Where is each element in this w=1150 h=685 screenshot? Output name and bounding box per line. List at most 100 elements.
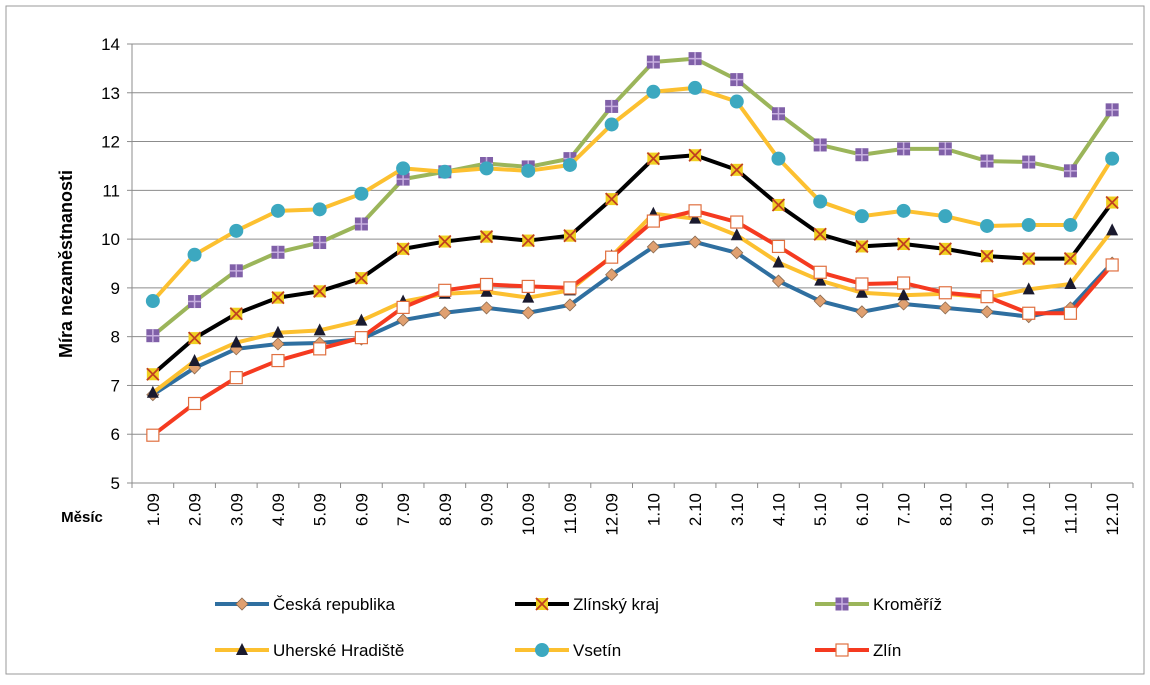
marker [1022,155,1036,169]
x-tick-label: 7.09 [394,493,413,526]
y-tick-label: 6 [111,425,120,444]
marker-shape [188,354,201,367]
x-tick-label: 1.10 [644,493,663,526]
x-tick-label: 4.09 [269,493,288,526]
marker [980,305,994,319]
marker [1022,306,1036,320]
marker [1063,306,1078,320]
marker-shape [896,203,911,218]
marker-shape [521,163,536,178]
marker [605,268,619,282]
marker [813,265,827,279]
marker [563,229,577,243]
y-tick-label: 11 [102,181,120,200]
marker [270,203,285,218]
marker-shape [730,246,744,260]
marker-shape [771,274,786,288]
marker-shape [312,202,327,217]
x-tick-label: 5.09 [311,493,330,526]
marker-shape [646,84,661,99]
marker [771,198,786,212]
marker [521,306,535,320]
x-tick-label: 12.10 [1103,493,1122,536]
marker [771,239,786,254]
marker-shape [1105,195,1119,210]
series-line [151,208,1114,437]
marker [897,288,910,301]
marker-shape [354,331,368,345]
marker-shape [980,305,994,319]
marker-shape [814,273,827,286]
marker [729,94,744,109]
marker-shape [688,52,702,66]
marker-shape [1022,306,1036,320]
x-tick-label: 10.09 [519,493,538,536]
marker [1064,276,1077,289]
x-axis-label: Měsíc [61,509,103,526]
marker [396,300,410,314]
marker [187,396,202,411]
marker [354,331,368,345]
marker [813,227,827,241]
marker [688,80,703,95]
marker-shape [1105,103,1119,117]
marker-shape [229,307,243,321]
marker-shape [1063,306,1078,320]
marker [187,331,202,345]
marker [646,151,660,166]
marker [938,209,953,224]
marker-shape [563,229,577,243]
marker-shape [855,305,869,319]
x-tick-label: 4.10 [769,493,788,526]
marker [521,163,536,178]
marker [313,323,326,336]
marker [938,142,952,156]
marker-shape [938,242,952,256]
marker [146,428,160,442]
marker-shape [855,285,868,298]
marker-shape [354,186,369,201]
y-axis-label: Míra nezaměstnanosti [56,170,76,358]
x-tick-label: 12.09 [603,493,622,536]
marker-shape [1022,251,1036,266]
marker [854,209,869,224]
marker-shape [688,80,703,95]
marker-shape [897,297,911,311]
y-tick-label: 12 [101,133,120,152]
chart-frame [5,5,1145,675]
marker [1021,217,1036,232]
marker [1063,164,1077,178]
legend-label: Kroměříž [873,595,942,614]
marker [354,271,369,285]
marker-shape [438,306,452,320]
marker [938,301,952,315]
marker-shape [562,157,577,172]
marker-shape [605,250,619,264]
marker [312,202,327,217]
marker [813,194,828,209]
marker [313,236,327,250]
x-tick-label: 11.10 [1061,493,1080,534]
marker-shape [1105,151,1120,166]
marker-shape [855,277,869,291]
marker-shape [1063,164,1077,178]
marker [835,643,849,657]
marker-shape [146,428,160,442]
marker-shape [980,154,994,168]
x-tick-label: 1.09 [144,493,163,526]
marker-shape [271,325,284,338]
marker [813,294,827,308]
marker-shape [230,335,243,348]
marker-shape [535,643,549,657]
marker [855,305,869,319]
marker-shape [438,234,452,249]
marker [646,84,661,99]
legend-label: Vsetín [573,641,621,660]
marker-shape [730,73,744,87]
marker [271,353,285,368]
x-tick-label: 3.09 [227,493,246,526]
marker-shape [1064,276,1077,289]
marker [271,337,285,351]
marker-shape [146,385,159,398]
